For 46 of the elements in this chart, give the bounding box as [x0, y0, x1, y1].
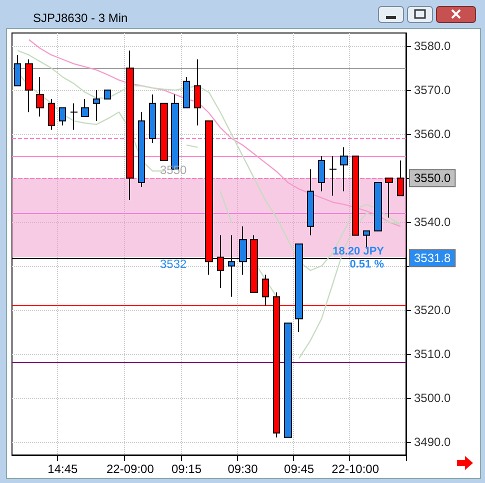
candlestick	[284, 322, 292, 438]
ref-line-label: 3550.0	[414, 171, 452, 186]
line-series	[28, 38, 401, 228]
candlestick	[318, 156, 325, 192]
candlestick	[70, 102, 78, 130]
candlestick	[104, 90, 111, 100]
candlestick	[374, 182, 382, 232]
candlestick	[307, 168, 314, 236]
candlestick	[340, 146, 348, 192]
candlestick	[36, 76, 44, 118]
ref-line-label: 3531.8	[414, 251, 452, 266]
annotation: 3550	[160, 163, 188, 178]
candlestick	[81, 98, 89, 118]
candlestick	[59, 107, 66, 126]
candlestick	[93, 90, 100, 122]
annotation: 0.51 %	[350, 258, 384, 270]
annotation: 3532	[160, 257, 188, 272]
y-tick-label: 3520.0	[414, 302, 452, 317]
candlestick	[14, 54, 21, 86]
candlestick	[48, 98, 55, 130]
candlestick	[329, 156, 337, 196]
candlestick	[25, 58, 33, 113]
y-tick-label: 3570.0	[414, 83, 452, 98]
y-tick-label: 3580.0	[414, 39, 452, 54]
candlestick	[149, 94, 156, 144]
candlestick	[194, 58, 201, 126]
y-tick-label: 3510.0	[414, 346, 452, 361]
x-tick-label: 09:30	[228, 462, 258, 476]
y-tick-label: 3540.0	[414, 215, 452, 230]
candlestick	[385, 178, 393, 218]
x-tick-label: 22-10:00	[332, 462, 380, 476]
annotation: 18.20 JPY	[332, 246, 385, 258]
x-tick-label: 14:45	[48, 462, 78, 476]
candlestick	[397, 160, 404, 196]
x-tick-label: 09:15	[171, 462, 202, 476]
candlestick	[126, 50, 134, 201]
chart-title: SJPJ8630 - 3 Min	[33, 11, 128, 25]
y-tick-label: 3560.0	[414, 127, 452, 142]
y-tick-label: 3500.0	[414, 390, 452, 405]
x-tick-label: 22-09:00	[106, 462, 154, 476]
candlestick	[352, 156, 359, 236]
candlestick	[183, 76, 190, 108]
y-tick-label: 3490.0	[414, 434, 452, 449]
x-tick-label: 09:45	[284, 462, 314, 476]
candlestick	[160, 102, 168, 161]
candlestick	[138, 112, 145, 188]
